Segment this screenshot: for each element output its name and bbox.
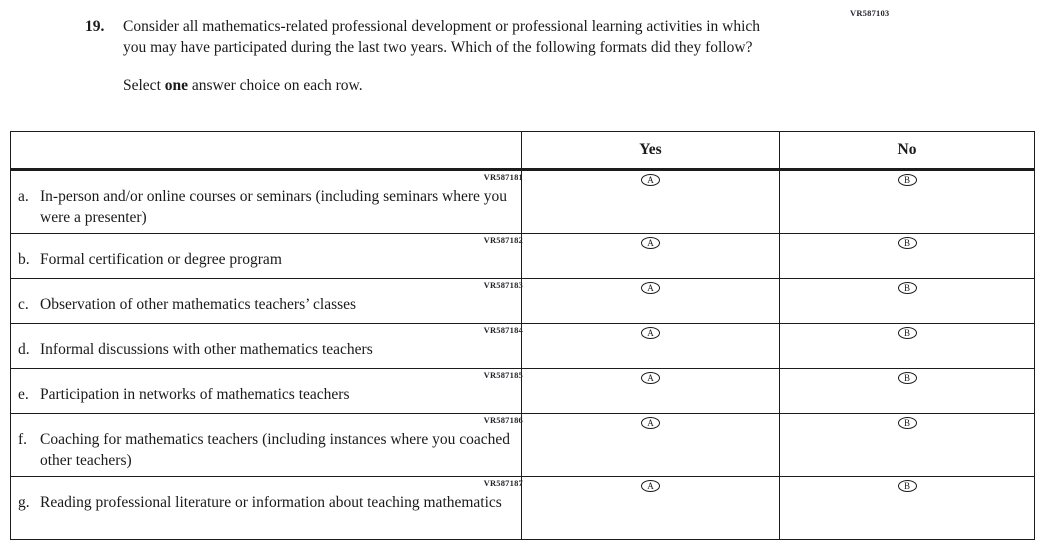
item-code: VR587187	[483, 478, 523, 488]
item-label: Participation in networks of mathematics…	[40, 385, 350, 403]
item-body: e. Participation in networks of mathemati…	[11, 385, 521, 406]
radio-bubble-no[interactable]: B	[897, 174, 917, 187]
item-cell: VR587183 c. Observation of other mathemati…	[10, 278, 523, 324]
item-cell: VR587185 e. Participation in networks of m…	[10, 368, 523, 414]
question-text: Consider all mathematics-related profess…	[123, 18, 761, 57]
item-letter: b.	[18, 250, 30, 268]
column-header-no: No	[779, 131, 1035, 171]
item-body: f. Coaching for mathematics teachers (inc…	[11, 430, 521, 472]
radio-bubble-yes[interactable]: A	[641, 372, 660, 385]
instruction-prefix: Select	[123, 76, 165, 94]
instruction-suffix: answer choice on each row.	[188, 76, 363, 94]
item-body: d. Informal discussions with other mathem…	[11, 340, 521, 361]
matrix-body: VR587181 a. In-person and/or online course…	[10, 169, 1035, 540]
bubble-cell-no[interactable]: B	[779, 368, 1035, 414]
radio-bubble-yes[interactable]: A	[641, 237, 660, 250]
item-label: Informal discussions with other mathemat…	[40, 340, 373, 358]
radio-bubble-no[interactable]: B	[897, 480, 917, 493]
item-label: Reading professional literature or infor…	[40, 493, 502, 511]
response-matrix: Yes No VR587181 a. In-person and/or online…	[10, 131, 1035, 540]
bubble-cell-no[interactable]: B	[779, 278, 1035, 324]
item-cell: VR587186 f. Coaching for mathematics teach…	[10, 413, 523, 477]
radio-bubble-no[interactable]: B	[897, 327, 917, 340]
item-label: Formal certification or degree program	[40, 250, 282, 268]
item-letter: f.	[18, 430, 28, 448]
radio-bubble-yes[interactable]: A	[641, 417, 660, 430]
table-row: VR587182 b. Formal certification or degree…	[10, 233, 1035, 279]
radio-bubble-yes[interactable]: A	[641, 480, 660, 493]
bubble-cell-yes[interactable]: A	[521, 169, 780, 234]
item-body: c. Observation of other mathematics teach…	[11, 295, 521, 316]
table-row: VR587187 g. Reading professional literatur…	[10, 476, 1035, 540]
bubble-cell-no[interactable]: B	[779, 323, 1035, 369]
bubble-cell-yes[interactable]: A	[521, 323, 780, 369]
question-number: 19.	[85, 18, 105, 35]
item-cell: VR587181 a. In-person and/or online course…	[10, 169, 523, 234]
radio-bubble-no[interactable]: B	[897, 417, 917, 430]
column-header-item	[10, 131, 522, 171]
bubble-cell-no[interactable]: B	[779, 169, 1035, 234]
item-label: Coaching for mathematics teachers (inclu…	[40, 430, 510, 469]
matrix-header-row: Yes No	[10, 131, 1035, 171]
item-code: VR587183	[483, 280, 523, 290]
radio-bubble-no[interactable]: B	[897, 282, 917, 295]
matrix-head: Yes No	[10, 131, 1035, 171]
item-letter: g.	[18, 493, 30, 511]
question-instruction: Select one answer choice on each row.	[123, 75, 785, 96]
question-stem: 19. Consider all mathematics-related pro…	[85, 16, 785, 59]
radio-bubble-yes[interactable]: A	[641, 282, 660, 295]
bubble-cell-yes[interactable]: A	[521, 413, 780, 477]
form-code: VR587103	[850, 8, 890, 18]
item-label: Observation of other mathematics teacher…	[40, 295, 357, 313]
table-row: VR587183 c. Observation of other mathemati…	[10, 278, 1035, 324]
item-letter: a.	[18, 187, 29, 205]
item-cell: VR587184 d. Informal discussions with othe…	[10, 323, 523, 369]
question-block: 19. Consider all mathematics-related pro…	[85, 16, 785, 96]
bubble-cell-yes[interactable]: A	[521, 278, 780, 324]
radio-bubble-yes[interactable]: A	[641, 327, 660, 340]
bubble-cell-yes[interactable]: A	[521, 476, 780, 540]
item-code: VR587184	[483, 325, 523, 335]
table-row: VR587184 d. Informal discussions with othe…	[10, 323, 1035, 369]
item-code: VR587181	[483, 172, 523, 182]
item-body: a. In-person and/or online courses or sem…	[11, 187, 521, 229]
item-code: VR587182	[483, 235, 523, 245]
bubble-cell-yes[interactable]: A	[521, 368, 780, 414]
bubble-cell-yes[interactable]: A	[521, 233, 780, 279]
item-code: VR587185	[483, 370, 523, 380]
item-cell: VR587182 b. Formal certification or degree…	[10, 233, 523, 279]
matrix-table: Yes No VR587181 a. In-person and/or online…	[10, 131, 1035, 540]
bubble-cell-no[interactable]: B	[779, 413, 1035, 477]
item-letter: e.	[18, 385, 29, 403]
item-letter: c.	[18, 295, 29, 313]
item-body: b. Formal certification or degree program	[11, 250, 521, 271]
radio-bubble-no[interactable]: B	[897, 372, 917, 385]
item-letter: d.	[18, 340, 30, 358]
item-code: VR587186	[483, 415, 523, 425]
item-label: In-person and/or online courses or semin…	[40, 187, 508, 226]
bubble-cell-no[interactable]: B	[779, 233, 1035, 279]
radio-bubble-yes[interactable]: A	[641, 174, 660, 187]
column-header-yes: Yes	[521, 131, 780, 171]
table-row: VR587181 a. In-person and/or online course…	[10, 169, 1035, 234]
item-body: g. Reading professional literature or inf…	[11, 493, 521, 514]
radio-bubble-no[interactable]: B	[897, 237, 917, 250]
table-row: VR587185 e. Participation in networks of m…	[10, 368, 1035, 414]
table-row: VR587186 f. Coaching for mathematics teach…	[10, 413, 1035, 477]
bubble-cell-no[interactable]: B	[779, 476, 1035, 540]
item-cell: VR587187 g. Reading professional literatur…	[10, 476, 523, 540]
instruction-emphasis: one	[164, 76, 188, 94]
